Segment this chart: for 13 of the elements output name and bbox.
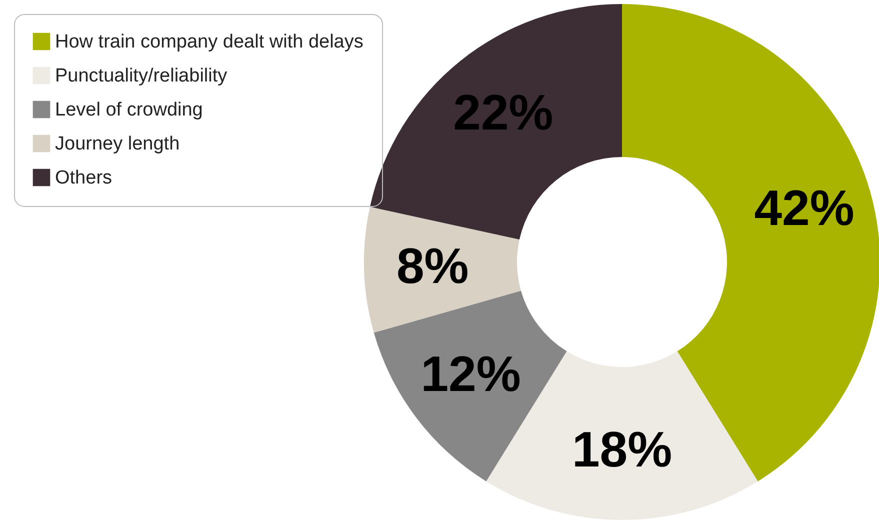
legend-label: Journey length: [55, 134, 180, 154]
data-label: 8%: [396, 238, 469, 294]
legend-label: How train company dealt with delays: [55, 32, 364, 52]
legend-label: Others: [55, 168, 112, 188]
data-label: 42%: [754, 180, 854, 236]
legend-label: Punctuality/reliability: [55, 66, 228, 86]
donut-slice: [374, 290, 567, 482]
legend-label: Level of crowding: [55, 100, 203, 120]
data-label: 12%: [420, 346, 521, 402]
donut-slice: [370, 4, 622, 240]
donut-slice: [364, 206, 522, 333]
data-label: 18%: [572, 422, 672, 478]
data-label: 22%: [453, 84, 554, 140]
